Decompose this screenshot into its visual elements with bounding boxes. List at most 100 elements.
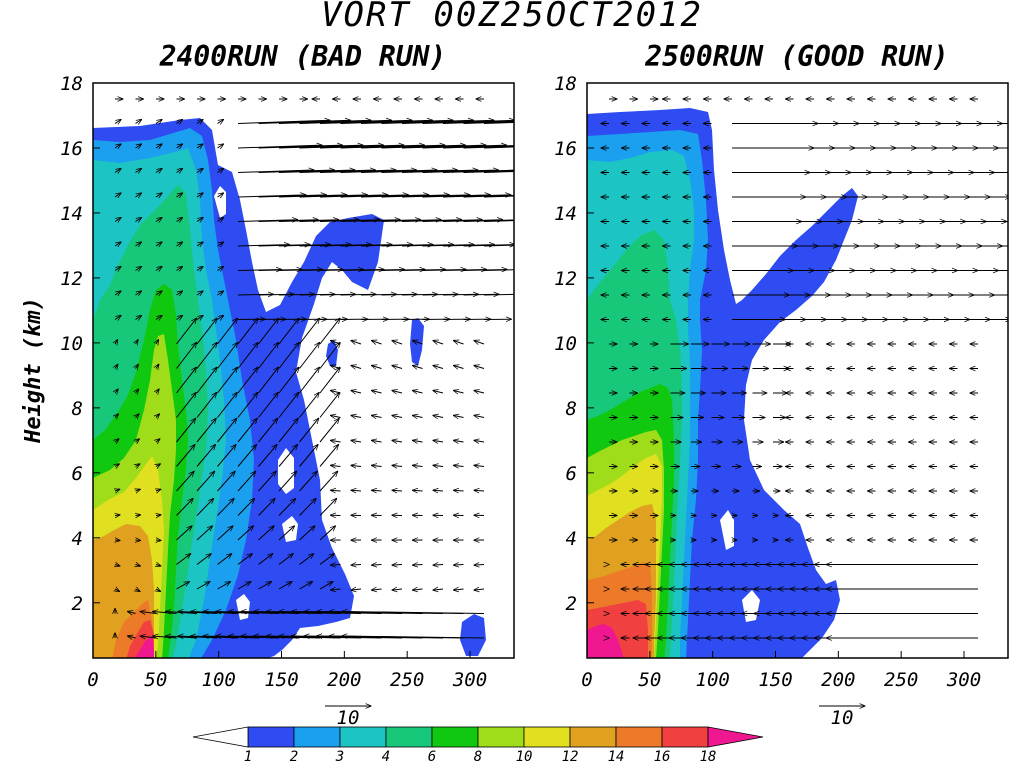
wind-vector <box>278 554 293 565</box>
wind-vector <box>135 120 142 124</box>
wind-vector <box>217 343 238 369</box>
wind-vector <box>278 145 363 149</box>
wind-vector <box>217 193 224 197</box>
wind-vector <box>299 393 320 418</box>
left-panel: 0 50 100 150 200 250 300 2 4 6 8 10 12 14 16 18 10 <box>60 73 515 729</box>
wind-vector <box>155 316 162 320</box>
wind-vector <box>115 464 119 467</box>
left-reference-label: 10 <box>337 707 360 729</box>
wind-vector <box>372 565 382 566</box>
wind-vector <box>237 393 258 418</box>
wind-vector <box>372 490 382 491</box>
wind-vector <box>483 121 514 124</box>
wind-vector <box>474 390 485 393</box>
wind-vector <box>196 526 212 541</box>
right-panel: 0 50 100 150 200 250 300 2 4 6 8 10 12 14 16 18 10 <box>554 73 1009 729</box>
wind-vector <box>454 341 464 344</box>
left-vector-reference: 10 <box>325 706 371 729</box>
wind-vector <box>258 220 319 222</box>
left-x-tick-label: 250 <box>390 669 424 691</box>
right-y-tick-label: 18 <box>554 73 577 95</box>
right-y-tick-label: 2 <box>566 593 577 615</box>
wind-vector <box>340 220 401 222</box>
wind-vector <box>360 170 437 173</box>
colorbar-label: 6 <box>428 749 436 765</box>
wind-vector <box>474 341 485 344</box>
wind-vector <box>217 582 231 590</box>
wind-vector <box>319 145 404 149</box>
wind-vector <box>258 393 279 418</box>
wind-vector <box>433 490 444 491</box>
colorbar-label: 12 <box>562 749 579 765</box>
wind-vector <box>413 341 423 344</box>
wind-vector <box>155 291 162 295</box>
wind-vector <box>237 145 322 149</box>
wind-vector <box>422 145 507 149</box>
wind-vector <box>176 169 183 173</box>
wind-vector <box>115 589 119 591</box>
wind-vector <box>237 195 306 197</box>
wind-vector <box>319 318 340 345</box>
wind-vector <box>115 515 120 516</box>
wind-vector <box>278 318 299 345</box>
wind-vector <box>413 440 423 442</box>
wind-vector <box>442 245 495 246</box>
wind-vector <box>196 316 203 320</box>
wind-vector <box>331 565 341 566</box>
wind-vector <box>278 418 298 443</box>
wind-vector <box>463 170 514 173</box>
right-hole-1 <box>720 510 734 550</box>
wind-vector <box>422 195 491 197</box>
wind-vector <box>413 415 423 417</box>
wind-vector <box>360 120 453 124</box>
left-y-tick-label: 18 <box>60 73 83 95</box>
wind-vector <box>217 526 233 541</box>
right-y-tick-label: 8 <box>566 398 577 420</box>
wind-vector <box>454 415 464 417</box>
wind-vector <box>237 120 330 124</box>
wind-vector <box>433 465 444 466</box>
wind-vector <box>217 218 224 222</box>
wind-vector <box>401 220 462 222</box>
wind-vector <box>237 471 256 492</box>
wind-vector <box>237 343 258 369</box>
wind-vector <box>176 582 190 590</box>
wind-vector <box>196 318 217 345</box>
left-y-tick-label: 8 <box>72 398 83 420</box>
wind-vector <box>135 144 142 148</box>
wind-vector <box>392 440 403 442</box>
wind-vector <box>454 490 464 491</box>
wind-vector <box>196 343 217 369</box>
wind-vector <box>422 220 483 222</box>
left-plot-frame <box>92 82 515 659</box>
wind-vector <box>474 366 485 369</box>
right-x-tick-label: 300 <box>946 669 981 691</box>
left-axis-ticks: 0 50 100 150 200 250 300 2 4 6 8 10 12 14 16 18 <box>60 73 487 691</box>
wind-vector <box>319 554 334 565</box>
wind-vector <box>217 445 236 467</box>
wind-vector <box>217 498 235 516</box>
wind-vector <box>372 440 382 442</box>
wind-vector <box>342 636 485 638</box>
wind-vector <box>278 343 299 369</box>
right-contour-level-18 <box>587 624 624 658</box>
wind-vector <box>176 316 183 320</box>
wind-vector <box>196 445 215 467</box>
wind-vector <box>135 267 142 271</box>
left-y-tick-label: 12 <box>60 268 83 290</box>
y-axis-label: Height (km) <box>21 297 46 444</box>
wind-vector <box>299 145 384 149</box>
wind-vector <box>351 440 362 442</box>
wind-vector <box>381 220 442 222</box>
wind-vector <box>217 144 224 148</box>
wind-vector <box>258 445 277 467</box>
wind-vector <box>278 120 371 124</box>
wind-vector <box>128 612 136 614</box>
wind-vector <box>351 366 362 369</box>
wind-vector <box>463 145 514 149</box>
wind-vector <box>156 589 160 591</box>
right-x-tick-label: 200 <box>821 669 855 691</box>
wind-vector <box>176 393 197 418</box>
wind-vector <box>136 515 141 516</box>
colorbar-min-triangle <box>192 726 249 748</box>
